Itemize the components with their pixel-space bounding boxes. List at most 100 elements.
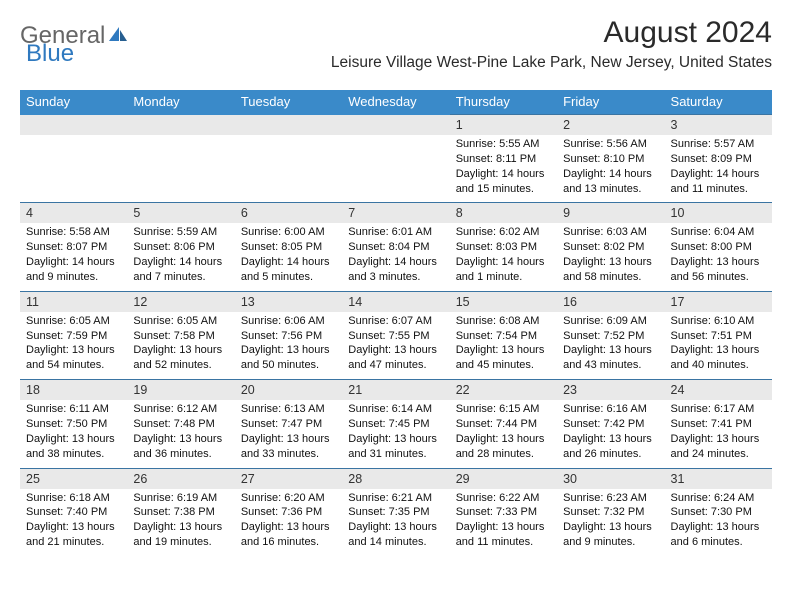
day-number: 9 <box>557 203 664 224</box>
day-number: 23 <box>557 380 664 401</box>
sunset-text: Sunset: 7:55 PM <box>348 329 443 344</box>
day-content: Sunrise: 6:07 AMSunset: 7:55 PMDaylight:… <box>342 312 449 380</box>
sunrise-text: Sunrise: 6:17 AM <box>671 402 766 417</box>
day-content: Sunrise: 6:19 AMSunset: 7:38 PMDaylight:… <box>127 489 234 556</box>
sunset-text: Sunset: 7:45 PM <box>348 417 443 432</box>
day-number: 16 <box>557 291 664 312</box>
day-content: Sunrise: 6:00 AMSunset: 8:05 PMDaylight:… <box>235 223 342 291</box>
sunrise-text: Sunrise: 6:02 AM <box>456 225 551 240</box>
sunrise-text: Sunrise: 6:09 AM <box>563 314 658 329</box>
day-content: Sunrise: 6:21 AMSunset: 7:35 PMDaylight:… <box>342 489 449 556</box>
sunset-text: Sunset: 8:09 PM <box>671 152 766 167</box>
daylight-text: Daylight: 13 hours and 43 minutes. <box>563 343 658 373</box>
sunset-text: Sunset: 7:42 PM <box>563 417 658 432</box>
daylight-text: Daylight: 13 hours and 38 minutes. <box>26 432 121 462</box>
sunrise-text: Sunrise: 6:00 AM <box>241 225 336 240</box>
day-number: 22 <box>450 380 557 401</box>
sunrise-text: Sunrise: 6:19 AM <box>133 491 228 506</box>
day-content <box>235 135 342 203</box>
day-content: Sunrise: 6:14 AMSunset: 7:45 PMDaylight:… <box>342 400 449 468</box>
day-number: 12 <box>127 291 234 312</box>
daynum-row: 45678910 <box>20 203 772 224</box>
day-content: Sunrise: 5:58 AMSunset: 8:07 PMDaylight:… <box>20 223 127 291</box>
day-content-row: Sunrise: 6:05 AMSunset: 7:59 PMDaylight:… <box>20 312 772 380</box>
day-content: Sunrise: 6:03 AMSunset: 8:02 PMDaylight:… <box>557 223 664 291</box>
daylight-text: Daylight: 13 hours and 26 minutes. <box>563 432 658 462</box>
sunset-text: Sunset: 7:51 PM <box>671 329 766 344</box>
sunrise-text: Sunrise: 5:55 AM <box>456 137 551 152</box>
day-content-row: Sunrise: 5:58 AMSunset: 8:07 PMDaylight:… <box>20 223 772 291</box>
sunrise-text: Sunrise: 6:21 AM <box>348 491 443 506</box>
sunset-text: Sunset: 7:59 PM <box>26 329 121 344</box>
day-number: 14 <box>342 291 449 312</box>
daylight-text: Daylight: 14 hours and 7 minutes. <box>133 255 228 285</box>
weekday-header: Thursday <box>450 90 557 115</box>
day-content: Sunrise: 6:02 AMSunset: 8:03 PMDaylight:… <box>450 223 557 291</box>
day-content-row: Sunrise: 6:18 AMSunset: 7:40 PMDaylight:… <box>20 489 772 556</box>
daylight-text: Daylight: 14 hours and 9 minutes. <box>26 255 121 285</box>
sunset-text: Sunset: 7:38 PM <box>133 505 228 520</box>
sunrise-text: Sunrise: 6:12 AM <box>133 402 228 417</box>
day-number: 8 <box>450 203 557 224</box>
sunset-text: Sunset: 7:44 PM <box>456 417 551 432</box>
day-number: 21 <box>342 380 449 401</box>
day-content: Sunrise: 6:09 AMSunset: 7:52 PMDaylight:… <box>557 312 664 380</box>
sunset-text: Sunset: 7:47 PM <box>241 417 336 432</box>
day-number: 4 <box>20 203 127 224</box>
day-content: Sunrise: 6:11 AMSunset: 7:50 PMDaylight:… <box>20 400 127 468</box>
day-content <box>20 135 127 203</box>
day-content: Sunrise: 6:12 AMSunset: 7:48 PMDaylight:… <box>127 400 234 468</box>
day-number: 11 <box>20 291 127 312</box>
daylight-text: Daylight: 13 hours and 9 minutes. <box>563 520 658 550</box>
sunset-text: Sunset: 7:54 PM <box>456 329 551 344</box>
day-content: Sunrise: 6:18 AMSunset: 7:40 PMDaylight:… <box>20 489 127 556</box>
daylight-text: Daylight: 13 hours and 28 minutes. <box>456 432 551 462</box>
sunrise-text: Sunrise: 5:59 AM <box>133 225 228 240</box>
daylight-text: Daylight: 13 hours and 36 minutes. <box>133 432 228 462</box>
weekday-header-row: Sunday Monday Tuesday Wednesday Thursday… <box>20 90 772 115</box>
daylight-text: Daylight: 13 hours and 16 minutes. <box>241 520 336 550</box>
weekday-header: Sunday <box>20 90 127 115</box>
daylight-text: Daylight: 13 hours and 14 minutes. <box>348 520 443 550</box>
sunset-text: Sunset: 7:41 PM <box>671 417 766 432</box>
sunset-text: Sunset: 7:58 PM <box>133 329 228 344</box>
weekday-header: Wednesday <box>342 90 449 115</box>
daylight-text: Daylight: 13 hours and 56 minutes. <box>671 255 766 285</box>
day-number: 31 <box>665 468 772 489</box>
day-content: Sunrise: 5:56 AMSunset: 8:10 PMDaylight:… <box>557 135 664 203</box>
sail-icon <box>107 22 129 50</box>
day-number: 26 <box>127 468 234 489</box>
day-number <box>342 115 449 136</box>
day-content: Sunrise: 6:16 AMSunset: 7:42 PMDaylight:… <box>557 400 664 468</box>
day-number <box>127 115 234 136</box>
daynum-row: 18192021222324 <box>20 380 772 401</box>
sunset-text: Sunset: 8:02 PM <box>563 240 658 255</box>
sunrise-text: Sunrise: 6:15 AM <box>456 402 551 417</box>
day-number: 24 <box>665 380 772 401</box>
day-number: 6 <box>235 203 342 224</box>
daylight-text: Daylight: 14 hours and 1 minute. <box>456 255 551 285</box>
day-number: 30 <box>557 468 664 489</box>
day-number: 28 <box>342 468 449 489</box>
sunrise-text: Sunrise: 6:14 AM <box>348 402 443 417</box>
day-content: Sunrise: 6:24 AMSunset: 7:30 PMDaylight:… <box>665 489 772 556</box>
location: Leisure Village West-Pine Lake Park, New… <box>331 54 772 72</box>
sunset-text: Sunset: 7:33 PM <box>456 505 551 520</box>
day-number: 25 <box>20 468 127 489</box>
sunrise-text: Sunrise: 6:22 AM <box>456 491 551 506</box>
weekday-header: Friday <box>557 90 664 115</box>
sunset-text: Sunset: 7:50 PM <box>26 417 121 432</box>
sunset-text: Sunset: 8:05 PM <box>241 240 336 255</box>
day-number: 19 <box>127 380 234 401</box>
day-number: 17 <box>665 291 772 312</box>
day-content: Sunrise: 5:55 AMSunset: 8:11 PMDaylight:… <box>450 135 557 203</box>
sunset-text: Sunset: 7:36 PM <box>241 505 336 520</box>
sunrise-text: Sunrise: 6:06 AM <box>241 314 336 329</box>
day-number: 2 <box>557 115 664 136</box>
day-number: 29 <box>450 468 557 489</box>
sunset-text: Sunset: 8:06 PM <box>133 240 228 255</box>
day-content: Sunrise: 6:17 AMSunset: 7:41 PMDaylight:… <box>665 400 772 468</box>
day-content: Sunrise: 6:08 AMSunset: 7:54 PMDaylight:… <box>450 312 557 380</box>
day-content: Sunrise: 6:22 AMSunset: 7:33 PMDaylight:… <box>450 489 557 556</box>
sunrise-text: Sunrise: 6:04 AM <box>671 225 766 240</box>
